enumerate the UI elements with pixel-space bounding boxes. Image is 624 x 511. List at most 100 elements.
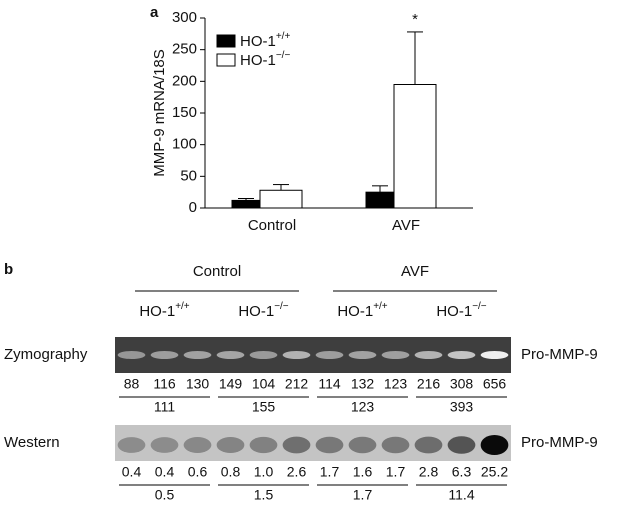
lane-value: 212	[285, 376, 309, 392]
group-mean: 155	[252, 399, 276, 415]
lane-value: 0.4	[155, 464, 175, 480]
blot-band	[480, 435, 509, 455]
row-label: Western	[4, 434, 60, 451]
blot-band	[216, 351, 245, 359]
lane-value: 1.6	[353, 464, 373, 480]
lane-value: 123	[384, 376, 408, 392]
subgroup-label-sup: +/+	[373, 301, 388, 312]
target-label: Pro-MMP-9	[521, 346, 598, 363]
group-mean: 123	[351, 399, 375, 415]
legend-label-sup: +/+	[276, 31, 291, 42]
lane-value: 0.4	[122, 464, 142, 480]
blot	[115, 425, 511, 461]
y-tick-label: 100	[172, 136, 197, 153]
blot	[115, 337, 511, 373]
lane-value: 216	[417, 376, 441, 392]
lane-value: 2.8	[419, 464, 439, 480]
group-label: AVF	[401, 263, 429, 280]
lane-value: 1.7	[386, 464, 406, 480]
subgroup-label-name: HO-1	[238, 303, 274, 320]
lane-value: 2.6	[287, 464, 307, 480]
bar	[393, 84, 437, 209]
lane-value: 0.6	[188, 464, 208, 480]
significance-mark: *	[412, 11, 418, 28]
blot-band	[183, 437, 212, 453]
group-mean: 1.5	[254, 487, 274, 503]
blot-band	[315, 436, 344, 454]
blot-band	[249, 436, 278, 454]
blot-band	[348, 351, 377, 359]
blot-band	[249, 351, 278, 359]
y-tick-label: 150	[172, 104, 197, 121]
blot-band	[414, 351, 443, 359]
panel-label: a	[150, 4, 159, 21]
blot-band	[183, 351, 212, 359]
group-mean: 111	[154, 399, 175, 415]
lane-value: 308	[450, 376, 474, 392]
lane-value: 88	[124, 376, 140, 392]
y-tick-label: 250	[172, 41, 197, 58]
y-tick-label: 0	[189, 199, 197, 216]
panel-label: b	[4, 261, 13, 278]
blot-band	[282, 436, 311, 454]
subgroup-label-name: HO-1	[337, 303, 373, 320]
blot-band	[447, 351, 476, 359]
bar	[231, 199, 261, 209]
bar	[259, 189, 303, 209]
group-mean: 1.7	[353, 487, 373, 503]
subgroup-label: HO-1−/−	[436, 301, 486, 320]
subgroup-label: HO-1+/+	[337, 301, 387, 320]
y-tick-label: 300	[172, 9, 197, 26]
lane-value: 1.7	[320, 464, 340, 480]
blot-band	[150, 351, 179, 359]
blot-band	[216, 436, 245, 454]
group-mean: 393	[450, 399, 474, 415]
target-label: Pro-MMP-9	[521, 434, 598, 451]
blot-band	[381, 436, 410, 454]
subgroup-label-sup: +/+	[175, 301, 190, 312]
subgroup-label: HO-1−/−	[238, 301, 288, 320]
lane-value: 104	[252, 376, 276, 392]
blot-band	[150, 437, 179, 453]
y-tick-label: 200	[172, 72, 197, 89]
lane-value: 1.0	[254, 464, 274, 480]
subgroup-label-sup: −/−	[274, 301, 289, 312]
legend-label: HO-1+/+	[240, 31, 290, 50]
blot-band	[480, 351, 509, 359]
x-tick-label: Control	[248, 217, 296, 234]
subgroup-label: HO-1+/+	[139, 301, 189, 320]
blot-band	[315, 351, 344, 359]
group-mean: 0.5	[155, 487, 175, 503]
blot-band	[117, 351, 146, 359]
blot-band	[348, 436, 377, 454]
legend-label-sup: −/−	[276, 50, 291, 61]
subgroup-label-sup: −/−	[472, 301, 487, 312]
blot-band	[117, 437, 146, 453]
legend-label-name: HO-1	[240, 52, 276, 69]
blot-band	[414, 436, 443, 454]
lane-value: 114	[318, 376, 341, 392]
blot-band	[447, 436, 476, 454]
subgroup-label-name: HO-1	[139, 303, 175, 320]
legend-label-name: HO-1	[240, 33, 276, 50]
subgroup-label-name: HO-1	[436, 303, 472, 320]
x-tick-label: AVF	[392, 217, 420, 234]
bar	[365, 191, 395, 209]
row-label: Zymography	[4, 346, 88, 363]
legend-swatch	[216, 34, 236, 48]
group-label: Control	[193, 263, 241, 280]
y-axis-label: MMP-9 mRNA/18S	[151, 49, 168, 177]
lane-value: 25.2	[481, 464, 508, 480]
group-mean: 11.4	[448, 487, 474, 503]
blot-band	[282, 351, 311, 359]
blot-band	[381, 351, 410, 359]
lane-value: 130	[186, 376, 210, 392]
lane-value: 149	[219, 376, 243, 392]
lane-value: 0.8	[221, 464, 241, 480]
legend-label: HO-1−/−	[240, 50, 290, 69]
y-tick-label: 50	[180, 167, 197, 184]
legend-swatch	[216, 53, 236, 67]
lane-value: 6.3	[452, 464, 472, 480]
lane-value: 656	[483, 376, 507, 392]
